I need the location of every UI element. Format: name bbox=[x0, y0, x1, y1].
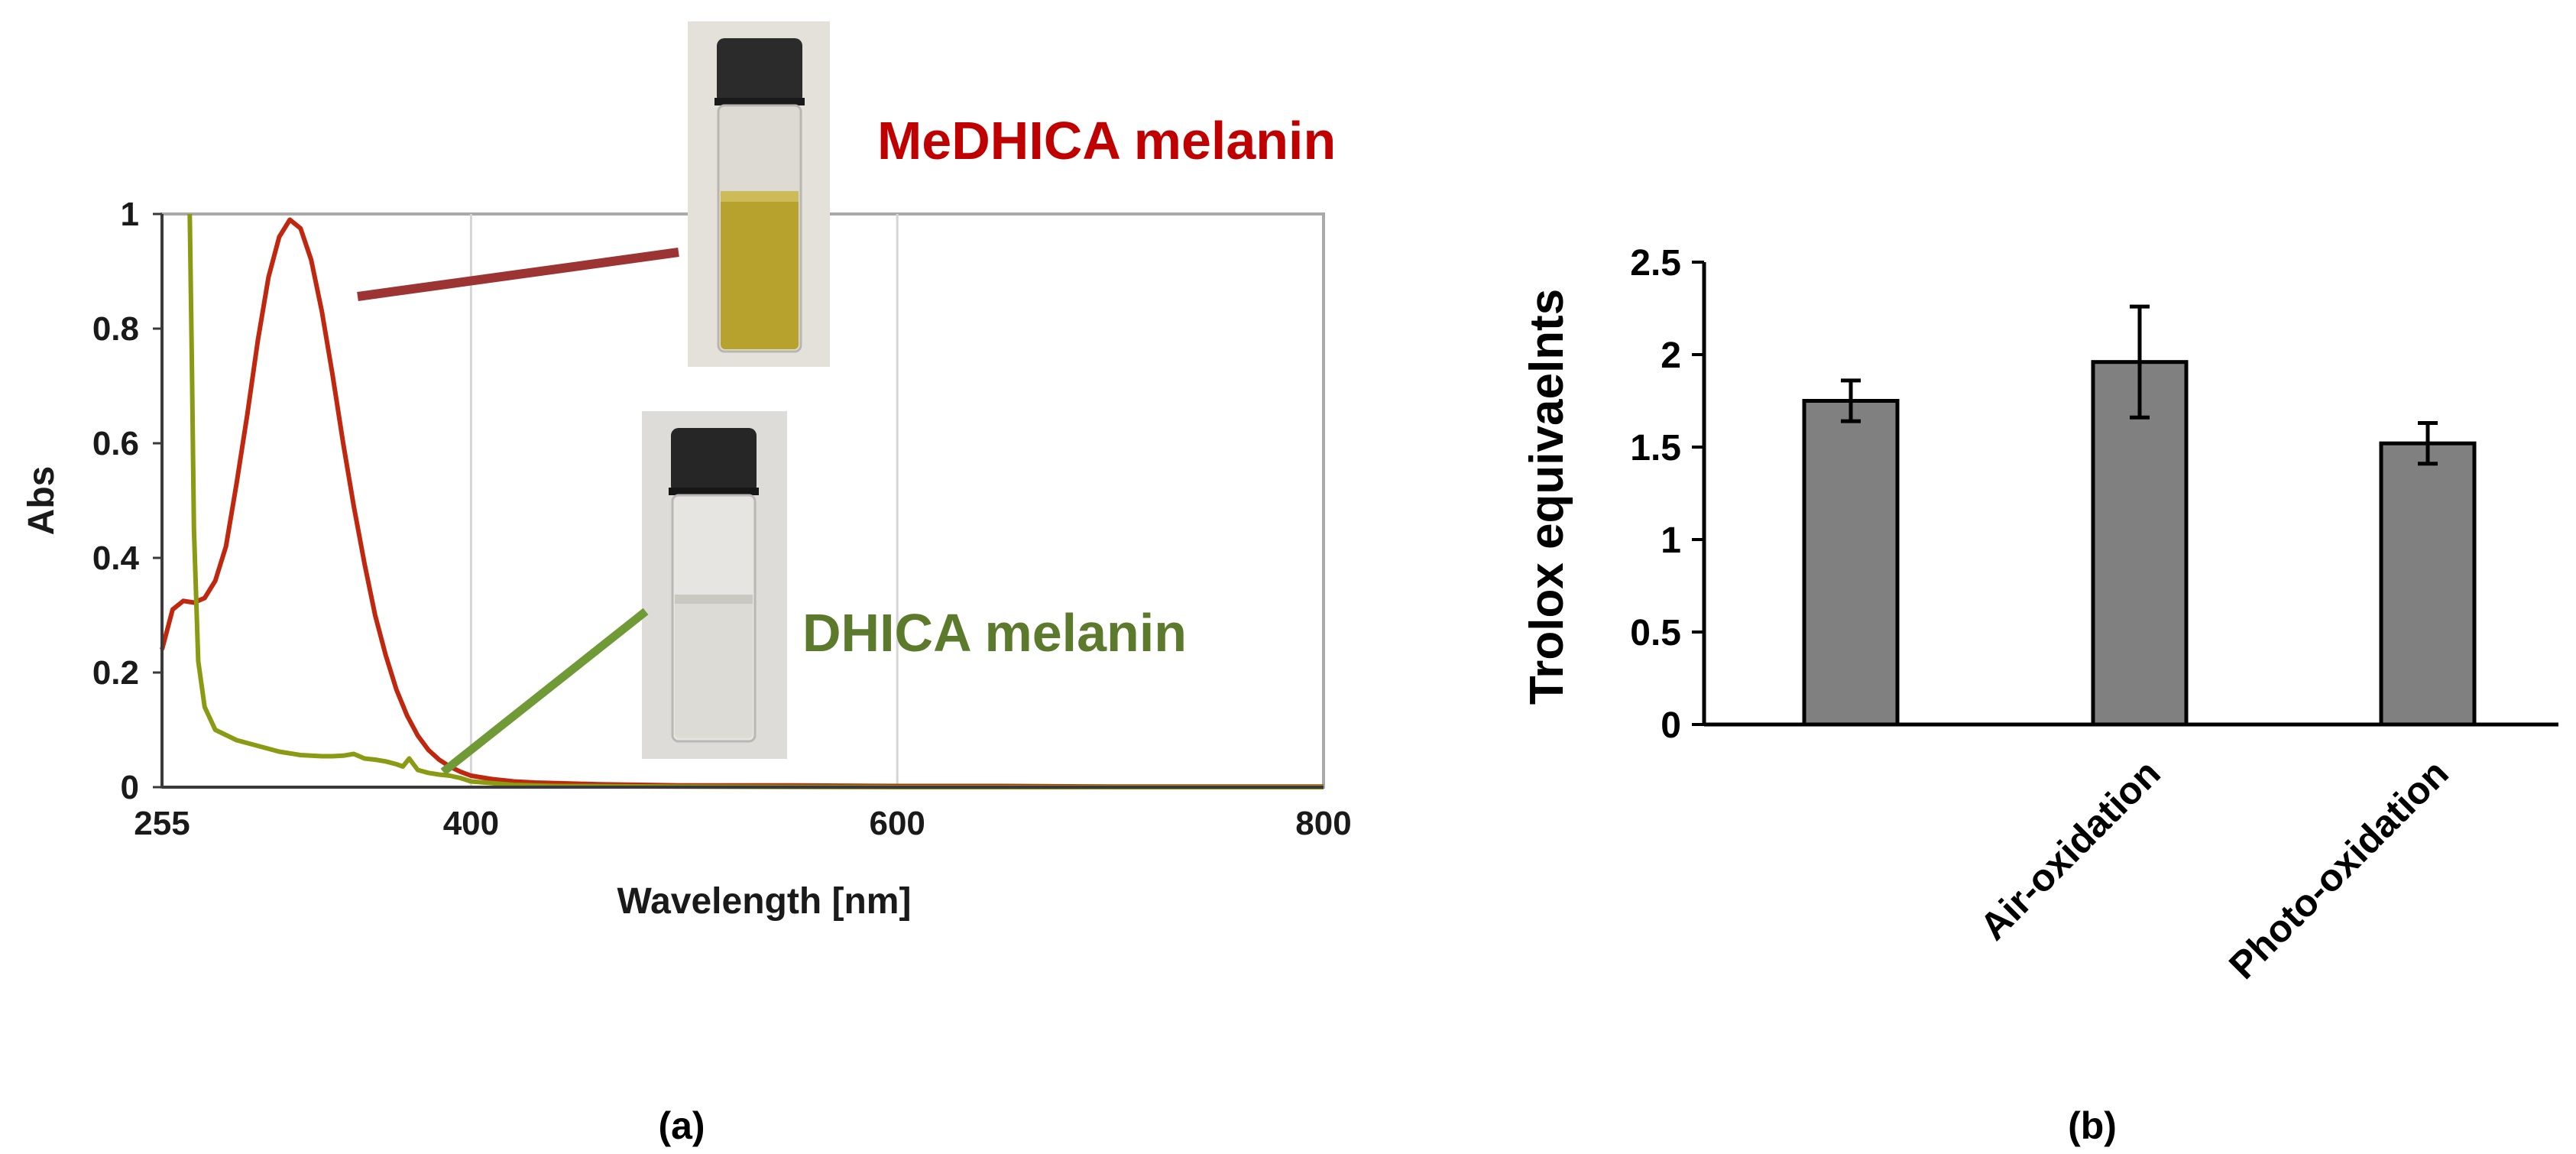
trolox-y-ticks: 0 0.5 1 1.5 2 2.5 bbox=[1630, 243, 1704, 746]
trolox-y-tick-label: 1 bbox=[1661, 520, 1681, 561]
spectrum-y-tick-label: 0.2 bbox=[92, 654, 139, 692]
spectrum-x-tick-label: 255 bbox=[134, 805, 190, 842]
medhica-callout-line bbox=[357, 248, 679, 301]
spectrum-x-tick-label: 400 bbox=[443, 805, 499, 842]
trolox-bar bbox=[1802, 399, 1900, 727]
spectrum-x-tick-label: 600 bbox=[869, 805, 925, 842]
trolox-bar bbox=[2379, 441, 2477, 727]
trolox-y-tick-label: 0 bbox=[1661, 705, 1681, 746]
spectrum-y-tick-label: 0 bbox=[121, 769, 139, 806]
trolox-category-labels: Air-oxidation Photo-oxidation bbox=[1972, 751, 2457, 987]
dhica-series-label: DHICA melanin bbox=[802, 603, 1187, 663]
trolox-y-tick-label: 2.5 bbox=[1630, 243, 1681, 284]
trolox-y-axis-label: Trolox equivaelnts bbox=[1521, 289, 1573, 705]
spectrum-y-axis-label: Abs bbox=[21, 466, 62, 536]
trolox-category-label: Photo-oxidation bbox=[2221, 751, 2457, 987]
trolox-bars bbox=[1802, 304, 2477, 727]
dhica-callout-line bbox=[440, 608, 649, 776]
trolox-y-tick-label: 2 bbox=[1661, 336, 1681, 376]
medhica-vial-photo bbox=[688, 21, 830, 367]
spectrum-x-tick-label: 800 bbox=[1295, 805, 1351, 842]
dhica-spectrum-line bbox=[187, 213, 1324, 789]
spectrum-y-tick-label: 0.8 bbox=[92, 310, 139, 348]
trolox-y-tick-label: 0.5 bbox=[1630, 613, 1681, 653]
dhica-vial-photo bbox=[642, 411, 787, 759]
trolox-bar-chart: 0 0.5 1 1.5 2 2.5 Air-oxidation Photo-oxidatio… bbox=[1521, 243, 2558, 1147]
spectrum-x-axis-label: Wavelength [nm] bbox=[617, 881, 912, 922]
trolox-y-tick-label: 1.5 bbox=[1630, 428, 1681, 468]
spectrum-x-ticks: 255 400 600 800 bbox=[134, 805, 1351, 842]
spectrum-y-tick-label: 0.4 bbox=[92, 540, 140, 577]
spectrum-grid bbox=[469, 214, 899, 787]
spectrum-chart: 0 0.2 0.4 0.6 0.8 1 255 400 600 800 Abs Waveleng… bbox=[21, 21, 1352, 1147]
spectrum-y-tick-label: 0.6 bbox=[92, 425, 139, 462]
spectrum-y-ticks: 0 0.2 0.4 0.6 0.8 1 bbox=[92, 196, 162, 806]
panel-b-label: (b) bbox=[2068, 1104, 2117, 1147]
panel-a-label: (a) bbox=[658, 1104, 705, 1147]
spectrum-y-tick-label: 1 bbox=[121, 196, 139, 233]
spectrum-series bbox=[160, 213, 1324, 789]
trolox-category-label: Air-oxidation bbox=[1972, 751, 2169, 948]
medhica-series-label: MeDHICA melanin bbox=[877, 111, 1336, 170]
